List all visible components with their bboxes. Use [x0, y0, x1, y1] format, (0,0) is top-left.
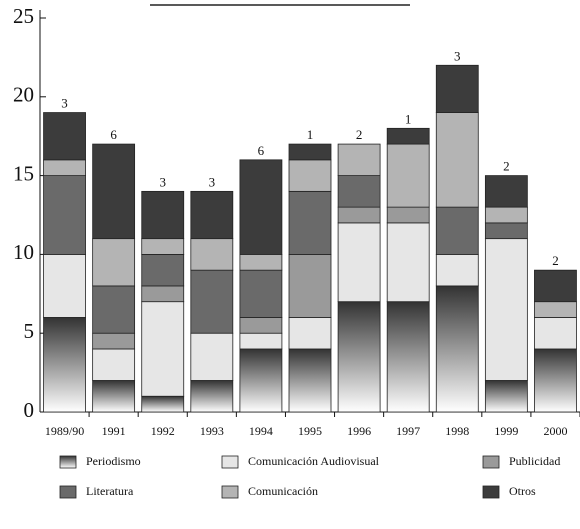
bar-segment: [337, 206, 381, 224]
x-tick-label: 1993: [200, 424, 224, 438]
bar-segment: [288, 317, 332, 350]
bar-segment: [92, 380, 136, 413]
x-tick-label: 2000: [543, 424, 567, 438]
value-label: 1: [405, 111, 412, 126]
bar-segment: [141, 285, 185, 303]
x-tick-label: 1991: [102, 424, 126, 438]
value-label: 3: [454, 48, 461, 63]
bar-segment: [484, 222, 528, 240]
bar-segment: [534, 269, 577, 303]
bar-segment: [534, 348, 577, 413]
bar-segment: [239, 348, 283, 413]
x-tick-label: 1996: [347, 424, 371, 438]
bar-segment: [288, 159, 332, 192]
legend-label: Periodismo: [86, 454, 141, 468]
bar-segment: [386, 301, 430, 413]
bar-segment: [43, 253, 86, 318]
bar-segment: [239, 159, 283, 255]
x-tick-label: 1999: [494, 424, 518, 438]
bar-segment: [288, 143, 332, 161]
bar-segment: [386, 222, 430, 303]
legend-swatch: [221, 485, 239, 499]
value-label: 2: [356, 127, 363, 142]
x-tick-label: 1989/90: [45, 424, 84, 438]
x-tick-label: 1995: [298, 424, 322, 438]
bar-segment: [43, 112, 86, 161]
bar-segment: [435, 253, 479, 287]
bar-segment: [288, 190, 332, 255]
legend-label: Publicidad: [509, 454, 560, 468]
bar-segment: [534, 317, 577, 350]
bar-segment: [288, 348, 332, 413]
bar-segment: [386, 127, 430, 145]
legend-swatch: [482, 455, 500, 469]
legend-label: Comunicación: [248, 484, 318, 498]
x-tick-label: 1992: [151, 424, 175, 438]
bar-segment: [141, 238, 185, 255]
bar-segment: [534, 301, 577, 318]
y-tick-label: 15: [13, 161, 34, 185]
bar-segment: [435, 285, 479, 413]
y-tick-label: 20: [13, 83, 34, 107]
bar-segment: [43, 317, 86, 413]
value-label: 3: [61, 96, 68, 111]
x-tick-label: 1998: [445, 424, 469, 438]
y-tick-label: 5: [24, 319, 35, 343]
legend-swatch: [482, 485, 500, 499]
bar-segment: [190, 332, 234, 381]
bar-segment: [190, 190, 234, 240]
value-label: 6: [110, 127, 117, 142]
legend-label: Otros: [509, 484, 536, 498]
y-tick-label: 0: [24, 398, 35, 422]
bar-segment: [337, 175, 381, 208]
bar-segment: [43, 175, 86, 255]
bar-segment: [386, 143, 430, 208]
bar-segment: [141, 301, 185, 397]
bar-segment: [435, 206, 479, 255]
bar-segment: [92, 332, 136, 350]
bar-segment: [288, 253, 332, 318]
bar-segment: [239, 332, 283, 350]
bar-segment: [141, 395, 185, 413]
y-tick-label: 10: [13, 240, 34, 264]
bar-segment: [239, 253, 283, 271]
value-label: 1: [307, 127, 314, 142]
value-label: 3: [159, 174, 166, 189]
legend-swatch: [221, 455, 239, 469]
value-label: 2: [503, 159, 510, 174]
bar-segment: [337, 222, 381, 303]
bar-segment: [435, 112, 479, 208]
bar-segment: [190, 269, 234, 334]
bar-segment: [239, 317, 283, 334]
bar-segment: [337, 143, 381, 177]
bar-segment: [484, 238, 528, 381]
y-tick-label: 25: [13, 4, 34, 28]
legend-swatch: [59, 485, 77, 499]
x-tick-label: 1997: [396, 424, 420, 438]
bar-segment: [141, 253, 185, 287]
value-label: 2: [552, 253, 559, 268]
x-tick-label: 1994: [249, 424, 273, 438]
bar-segment: [92, 285, 136, 334]
bar-segment: [435, 64, 479, 113]
bar-segment: [92, 143, 136, 240]
bar-segment: [337, 301, 381, 413]
bar-segment: [190, 238, 234, 271]
bar-segment: [239, 269, 283, 318]
legend-label: Comunicación Audiovisual: [248, 454, 380, 468]
bar-segment: [92, 348, 136, 381]
bar-segment: [190, 380, 234, 413]
bar-segment: [484, 175, 528, 208]
bar-segment: [43, 159, 86, 176]
bar-segment: [141, 190, 185, 240]
bar-segment: [386, 206, 430, 224]
bar-segment: [484, 380, 528, 413]
bar-segment: [484, 206, 528, 224]
legend-swatch: [59, 455, 77, 469]
value-label: 6: [258, 143, 265, 158]
bar-segment: [92, 238, 136, 287]
legend-label: Literatura: [86, 484, 134, 498]
value-label: 3: [209, 174, 216, 189]
